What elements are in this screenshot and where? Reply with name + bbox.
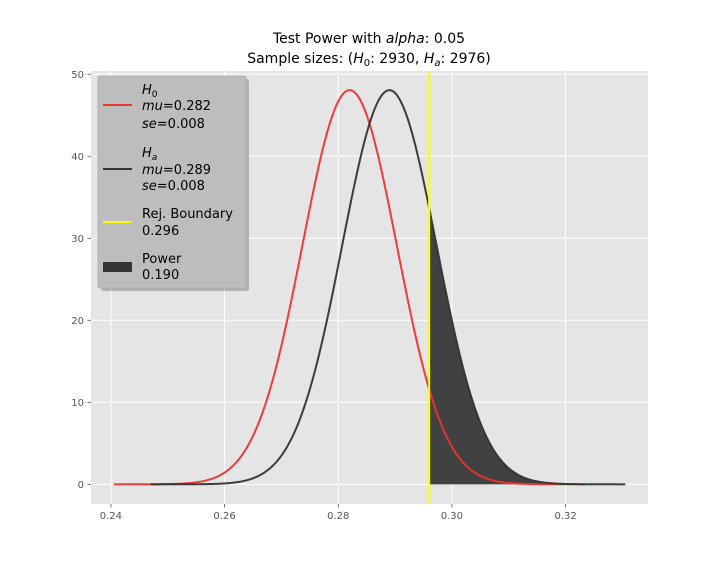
y-tick-label: 10	[71, 398, 84, 409]
legend-h0-mu: mu=0.282	[142, 99, 211, 114]
legend-power-swatch	[103, 262, 132, 272]
power-region-layer	[429, 208, 626, 485]
legend-boundary-label: Rej. Boundary	[142, 207, 233, 222]
h0-curve	[113, 89, 586, 486]
legend-h0-se: se=0.008	[142, 117, 205, 132]
y-tick-label: 20	[71, 316, 84, 327]
legend-ha-mu: mu=0.289	[142, 163, 211, 178]
x-tick-label: 0.32	[554, 511, 576, 522]
x-tick-label: 0.26	[213, 511, 235, 522]
legend: H0 mu=0.282 se=0.008 Ha mu=0.289 se=0.00…	[97, 75, 249, 291]
chart-title: Test Power with alpha: 0.05	[272, 31, 465, 47]
y-tick-label: 0	[78, 480, 84, 491]
x-tick-label: 0.24	[100, 511, 122, 522]
legend-ha-title: Ha	[142, 146, 157, 163]
legend-boundary-value: 0.296	[142, 224, 179, 239]
ha-curve	[150, 89, 626, 486]
x-tick-label: 0.30	[441, 511, 463, 522]
power-region	[429, 208, 626, 485]
y-tick-label: 50	[71, 70, 84, 81]
curve-layer	[113, 89, 626, 486]
y-tick-label: 40	[71, 152, 84, 163]
legend-power-value: 0.190	[142, 268, 179, 283]
legend-box	[97, 75, 247, 289]
legend-h0-title: H0	[142, 83, 158, 100]
y-axis-ticks: 0 10 20 30 40 50	[71, 70, 91, 491]
x-tick-label: 0.28	[327, 511, 349, 522]
legend-power-label: Power	[142, 252, 182, 267]
x-axis-ticks: 0.24 0.26 0.28 0.30 0.32	[100, 504, 577, 522]
chart-subtitle: Sample sizes: (H0: 2930, Ha: 2976)	[247, 51, 491, 69]
legend-ha-se: se=0.008	[142, 179, 205, 194]
y-tick-label: 30	[71, 234, 84, 245]
